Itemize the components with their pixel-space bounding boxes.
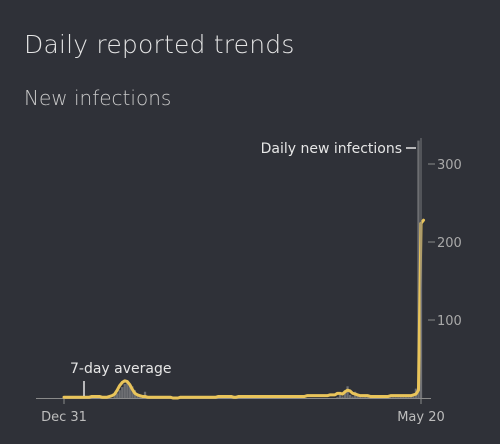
x-tick-label: May 20 xyxy=(397,410,445,425)
x-tick-label: Dec 31 xyxy=(41,410,87,425)
daily-bar xyxy=(118,390,121,398)
daily-bar xyxy=(402,396,405,398)
daily-bar xyxy=(361,397,364,398)
daily-bar xyxy=(394,397,397,398)
daily-series-label: Daily new infections xyxy=(261,141,402,157)
daily-bar xyxy=(351,396,354,398)
daily-bar xyxy=(336,397,339,398)
daily-bars xyxy=(113,140,423,398)
average-line xyxy=(62,218,426,400)
daily-bar xyxy=(412,396,415,398)
average-series-label: 7-day average xyxy=(70,361,171,377)
y-tick-label: 300 xyxy=(437,158,462,173)
daily-bar xyxy=(338,394,342,398)
chart-subtitle: New infections xyxy=(24,86,172,110)
daily-bar xyxy=(404,396,407,398)
daily-bar xyxy=(417,140,420,398)
daily-bar xyxy=(343,390,347,398)
daily-bar xyxy=(126,382,129,398)
daily-bar xyxy=(399,396,402,398)
daily-bar xyxy=(359,396,362,398)
daily-bar xyxy=(356,395,359,398)
daily-bar xyxy=(389,397,392,398)
daily-bar xyxy=(113,394,116,398)
daily-bar xyxy=(128,383,131,398)
daily-bar xyxy=(341,396,344,398)
y-tick-label: 100 xyxy=(437,314,462,329)
daily-bar xyxy=(123,383,126,398)
daily-bar xyxy=(121,387,124,398)
y-tick-label: 200 xyxy=(437,236,462,251)
daily-bar xyxy=(116,393,119,398)
daily-bar xyxy=(392,397,395,398)
daily-bar xyxy=(348,394,352,398)
daily-bar xyxy=(143,391,147,398)
daily-bar xyxy=(346,386,349,398)
daily-bar xyxy=(397,397,400,398)
chart-title: Daily reported trends xyxy=(24,30,295,59)
